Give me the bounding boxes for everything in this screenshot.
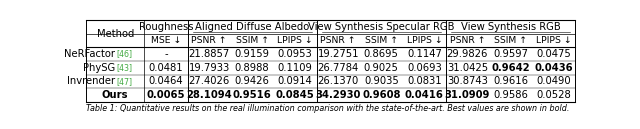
Text: 0.1147: 0.1147 — [407, 49, 442, 59]
Text: 0.9159: 0.9159 — [235, 49, 269, 59]
Text: 0.9516: 0.9516 — [233, 90, 271, 100]
Text: 0.0953: 0.0953 — [278, 49, 312, 59]
Text: LPIPS ↓: LPIPS ↓ — [536, 36, 572, 45]
Text: 30.8743: 30.8743 — [447, 76, 488, 86]
Text: SSIM ↑: SSIM ↑ — [236, 36, 269, 45]
Text: 0.0464: 0.0464 — [148, 76, 183, 86]
Text: PhySG: PhySG — [83, 63, 115, 73]
Text: 0.1109: 0.1109 — [278, 63, 312, 73]
Text: 28.1094: 28.1094 — [186, 90, 232, 100]
Text: 0.0490: 0.0490 — [536, 76, 571, 86]
Text: 0.9035: 0.9035 — [364, 76, 399, 86]
Text: 0.9616: 0.9616 — [493, 76, 528, 86]
Text: 0.0528: 0.0528 — [536, 90, 571, 100]
Text: 0.0065: 0.0065 — [147, 90, 185, 100]
Text: LPIPS ↓: LPIPS ↓ — [406, 36, 442, 45]
Text: 0.9642: 0.9642 — [491, 63, 530, 73]
Text: Table 1: Quantitative results on the real illumination comparison with the state: Table 1: Quantitative results on the rea… — [86, 104, 570, 113]
Text: View Synthesis RGB: View Synthesis RGB — [461, 22, 560, 32]
Text: 0.9426: 0.9426 — [235, 76, 269, 86]
Text: 21.8857: 21.8857 — [188, 49, 230, 59]
Text: NeRFactor: NeRFactor — [64, 49, 115, 59]
Text: 34.2930: 34.2930 — [316, 90, 361, 100]
Text: 0.0693: 0.0693 — [407, 63, 442, 73]
Text: 0.0831: 0.0831 — [407, 76, 442, 86]
Text: Ours: Ours — [102, 90, 129, 100]
Text: 27.4026: 27.4026 — [188, 76, 230, 86]
Text: Roughness: Roughness — [139, 22, 193, 32]
Text: SSIM ↑: SSIM ↑ — [365, 36, 398, 45]
Text: 0.9586: 0.9586 — [493, 90, 528, 100]
Text: 0.0481: 0.0481 — [148, 63, 183, 73]
Text: 0.0845: 0.0845 — [276, 90, 314, 100]
Text: PSNR ↑: PSNR ↑ — [321, 36, 356, 45]
Text: -: - — [164, 49, 168, 59]
Text: 26.1370: 26.1370 — [317, 76, 359, 86]
Text: 0.9608: 0.9608 — [362, 90, 401, 100]
Text: View Synthesis Specular RGB: View Synthesis Specular RGB — [308, 22, 454, 32]
Text: 0.8695: 0.8695 — [364, 49, 399, 59]
Text: 31.0909: 31.0909 — [445, 90, 490, 100]
Text: MSE ↓: MSE ↓ — [151, 36, 181, 45]
Text: [46]: [46] — [116, 50, 132, 59]
Text: Invrender: Invrender — [67, 76, 115, 86]
Text: 0.0475: 0.0475 — [536, 49, 571, 59]
Text: 0.8988: 0.8988 — [235, 63, 269, 73]
Text: 0.0436: 0.0436 — [534, 63, 573, 73]
Text: 0.9597: 0.9597 — [493, 49, 528, 59]
Text: 0.0416: 0.0416 — [405, 90, 444, 100]
Text: 31.0425: 31.0425 — [447, 63, 488, 73]
Text: PSNR ↑: PSNR ↑ — [450, 36, 485, 45]
Text: 0.9025: 0.9025 — [364, 63, 399, 73]
Text: PSNR ↑: PSNR ↑ — [191, 36, 227, 45]
Text: SSIM ↑: SSIM ↑ — [494, 36, 527, 45]
Text: [43]: [43] — [116, 63, 132, 72]
Text: 0.0914: 0.0914 — [278, 76, 312, 86]
Text: 19.2751: 19.2751 — [317, 49, 359, 59]
Text: 26.7784: 26.7784 — [317, 63, 359, 73]
Text: LPIPS ↓: LPIPS ↓ — [277, 36, 313, 45]
Text: Method: Method — [97, 29, 134, 39]
Text: [47]: [47] — [116, 77, 132, 86]
Text: 19.7933: 19.7933 — [188, 63, 230, 73]
Text: Aligned Diffuse Albedo: Aligned Diffuse Albedo — [195, 22, 309, 32]
Text: 29.9826: 29.9826 — [447, 49, 488, 59]
